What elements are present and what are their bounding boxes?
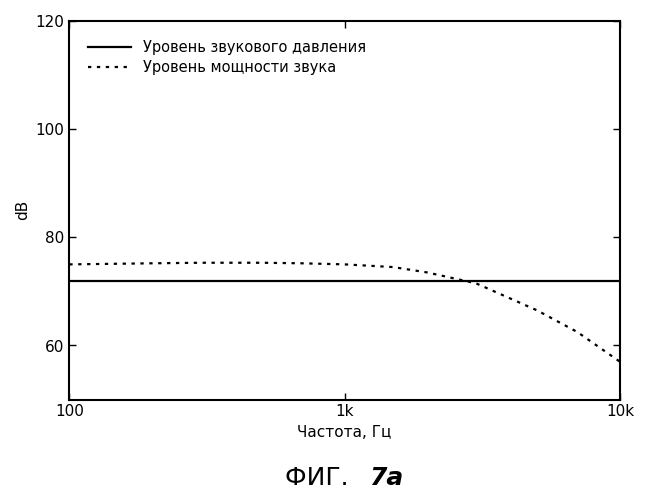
Y-axis label: dB: dB [15,200,30,220]
Уровень мощности звука [574,329,582,335]
Уровень мощности звука [616,358,624,364]
Уровень мощности звука [258,260,265,266]
Уровень мощности звука [533,308,541,314]
Уровень мощности звука [389,264,397,270]
Text: ФИГ.: ФИГ. [285,466,364,490]
Уровень мощности звука [148,260,156,266]
X-axis label: Частота, Гц: Частота, Гц [297,425,392,440]
Уровень мощности звука [341,262,349,268]
Уровень мощности звука [197,260,204,266]
Legend: Уровень звукового давления, Уровень мощности звука: Уровень звукового давления, Уровень мощн… [88,40,366,76]
Line: Уровень мощности звука: Уровень мощности звука [69,263,620,362]
Text: 7а: 7а [369,466,403,490]
Уровень мощности звука [298,260,306,266]
Уровень мощности звука [66,262,73,268]
Уровень мощности звука [472,280,480,286]
Уровень мощности звука [424,270,432,276]
